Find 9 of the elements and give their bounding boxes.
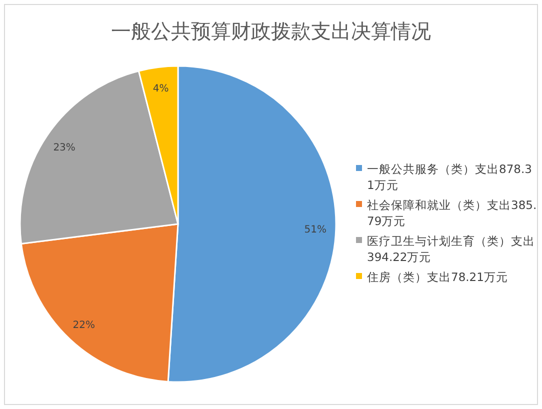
- data-label: 22%: [72, 320, 96, 332]
- legend-label: 住房（类）支出78.21万元: [366, 270, 508, 284]
- data-label: 4%: [152, 84, 169, 95]
- legend-label: 医疗卫生与计划生育（类）支出394.22万元: [367, 234, 535, 264]
- legend-label: 一般公共服务（类）支出878.31万元: [367, 162, 532, 192]
- legend-label: 社会保障和就业（类）支出385.79万元: [367, 198, 537, 228]
- data-label: 23%: [53, 142, 76, 154]
- data-label: 51%: [304, 224, 327, 236]
- chart-title: 一般公共预算财政拨款支出决算情况: [111, 19, 431, 43]
